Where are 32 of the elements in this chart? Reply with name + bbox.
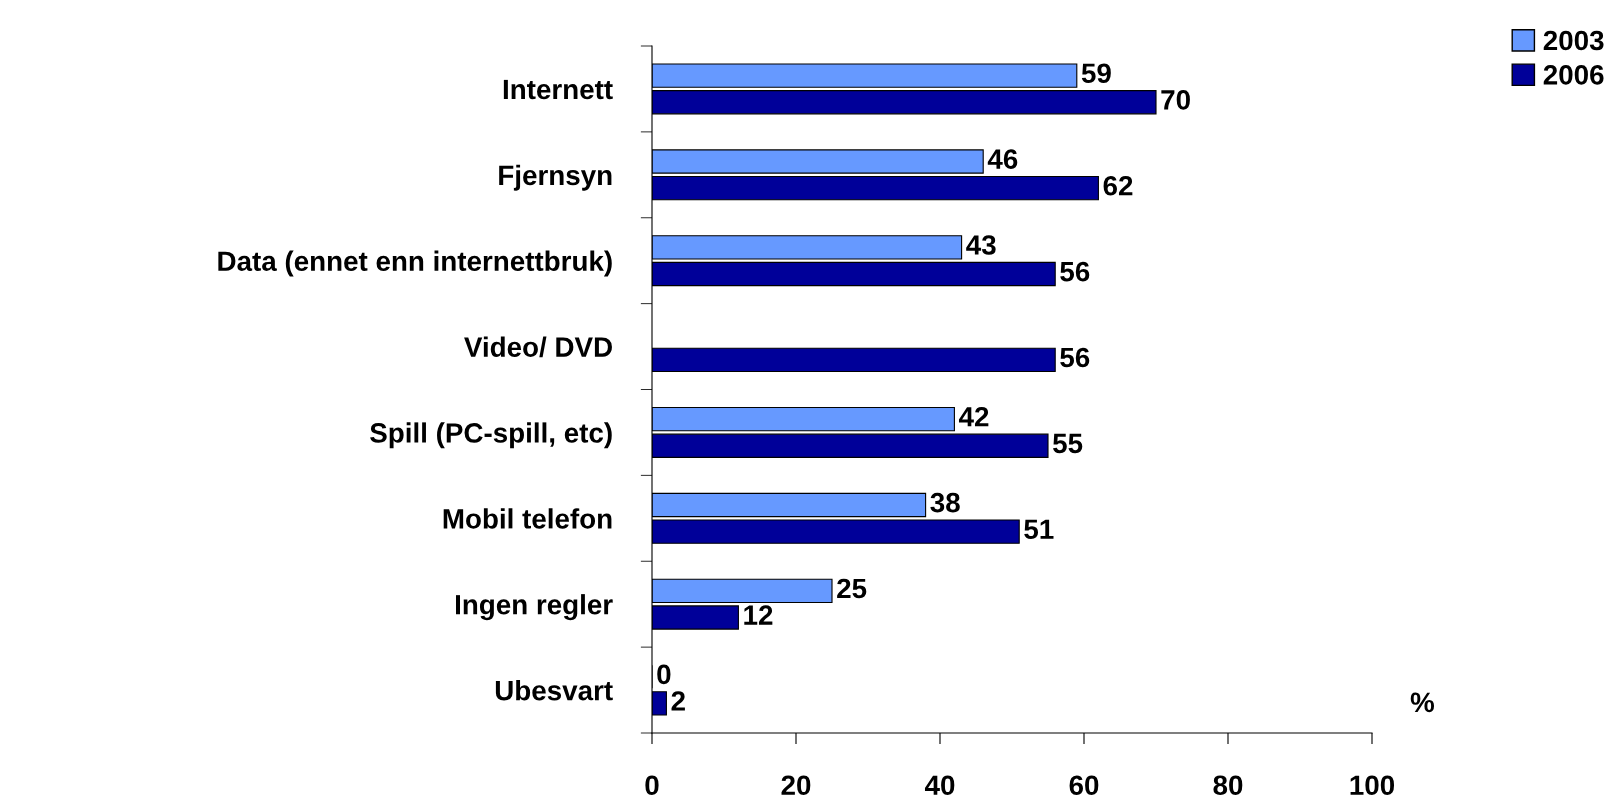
data-label: 25 <box>837 578 867 599</box>
y-tick-label: Ingen regler <box>455 594 613 621</box>
data-label: 2 <box>671 691 685 711</box>
data-label: 38 <box>930 492 960 513</box>
y-tick-label: Video/ DVD <box>464 336 612 358</box>
legend-label: 2006 <box>1543 65 1604 85</box>
data-label: 56 <box>1060 261 1090 282</box>
data-label: 62 <box>1103 175 1133 196</box>
data-label: 56 <box>1060 347 1090 368</box>
data-label: 51 <box>1024 519 1054 540</box>
x-tick-label: 40 <box>924 775 955 796</box>
x-tick-label: 80 <box>1213 775 1243 796</box>
x-axis-title: % <box>1410 692 1435 713</box>
data-label: 43 <box>966 235 996 255</box>
data-label: 42 <box>958 406 989 427</box>
y-tick-label: Internett <box>503 79 613 100</box>
data-label: 70 <box>1161 90 1190 110</box>
y-tick-label: Spill (PC-spill, etc) <box>370 422 612 449</box>
y-tick-label: Mobil telefon <box>443 508 612 529</box>
data-label: 0 <box>657 664 671 685</box>
y-tick-label: Fjernsyn <box>499 164 612 191</box>
data-label: 55 <box>1053 433 1083 454</box>
data-label: 59 <box>1081 63 1111 84</box>
data-label: 12 <box>744 605 773 625</box>
x-tick-label: 0 <box>645 775 659 796</box>
legend-label: 2003 <box>1543 30 1604 51</box>
x-tick-label: 20 <box>781 775 811 796</box>
y-tick-label: Data (ennet enn internettbruk) <box>218 250 612 277</box>
x-tick-label: 60 <box>1069 775 1099 796</box>
data-label: 46 <box>987 149 1018 169</box>
y-tick-label: Ubesvart <box>495 680 613 701</box>
x-tick-label: 100 <box>1350 775 1395 796</box>
